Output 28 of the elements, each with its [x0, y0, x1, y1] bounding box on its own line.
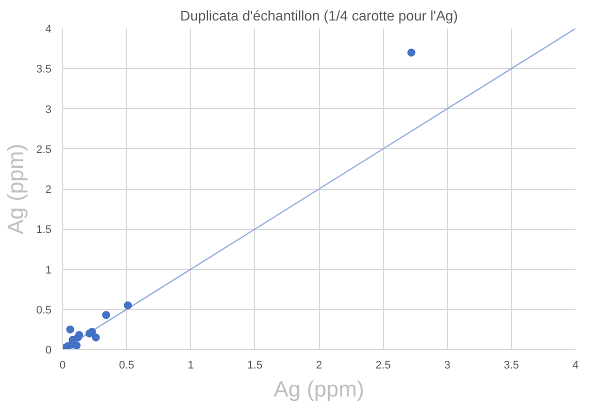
y-tick-label: 1	[45, 264, 52, 276]
y-tick-label: 4	[45, 24, 52, 36]
y-tick-label: 2	[45, 184, 52, 196]
y-tick-label: 2.5	[36, 144, 52, 156]
x-tick-label: 3.5	[504, 360, 520, 372]
chart-title: Duplicata d'échantillon (1/4 carotte pour l'Ag)	[180, 8, 458, 24]
x-tick-label: 1	[188, 360, 194, 372]
x-tick-label: 0	[59, 360, 66, 372]
x-tick-label: 3	[444, 360, 450, 372]
y-tick-label: 3	[45, 104, 52, 116]
point	[124, 301, 132, 310]
point	[88, 328, 96, 336]
y-tick-label: 3.5	[36, 64, 52, 76]
point	[66, 325, 74, 334]
y-axis-title: Ag (ppm)	[3, 144, 28, 234]
point	[102, 311, 110, 319]
point	[407, 48, 416, 57]
x-tick-label: 1.5	[247, 360, 263, 372]
point	[72, 341, 81, 350]
x-axis-title: Ag (ppm)	[274, 376, 364, 402]
x-tick-label: 4	[572, 360, 579, 372]
point	[92, 333, 100, 342]
y-tick-label: 0	[45, 344, 52, 356]
y-tick-label: 1.5	[36, 224, 52, 236]
y-tick-label: 0.5	[36, 304, 52, 316]
x-tick-label: 2	[316, 360, 322, 372]
x-tick-label: 2.5	[375, 360, 391, 372]
x-tick-label: 0.5	[118, 360, 134, 372]
